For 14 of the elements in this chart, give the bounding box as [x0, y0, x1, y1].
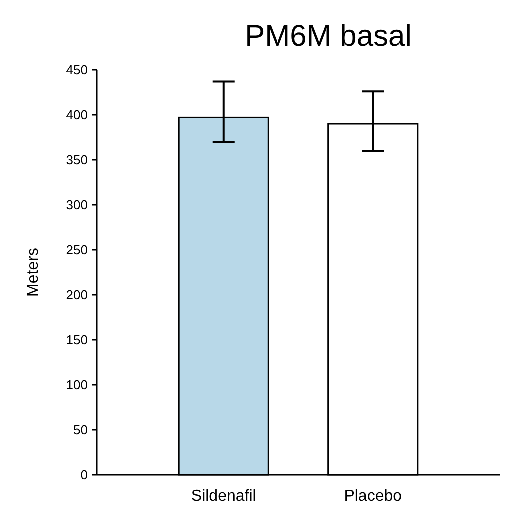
y-tick-label: 150 [66, 332, 88, 348]
y-tick-label: 50 [74, 422, 88, 438]
y-tick-label: 200 [66, 288, 88, 303]
x-tick-label: Placebo [344, 488, 402, 505]
y-axis-title: Meters [25, 248, 42, 297]
y-tick-label: 300 [66, 198, 88, 213]
y-tick-label: 100 [66, 378, 88, 393]
y-tick-label: 250 [66, 242, 88, 258]
y-tick-label: 400 [66, 108, 88, 123]
y-tick-label: 350 [66, 152, 88, 168]
chart-title: PM6M basal [245, 20, 412, 53]
x-tick-label: Sildenafil [191, 488, 256, 505]
y-tick-label: 0 [80, 468, 88, 483]
y-tick-label: 450 [66, 62, 88, 78]
